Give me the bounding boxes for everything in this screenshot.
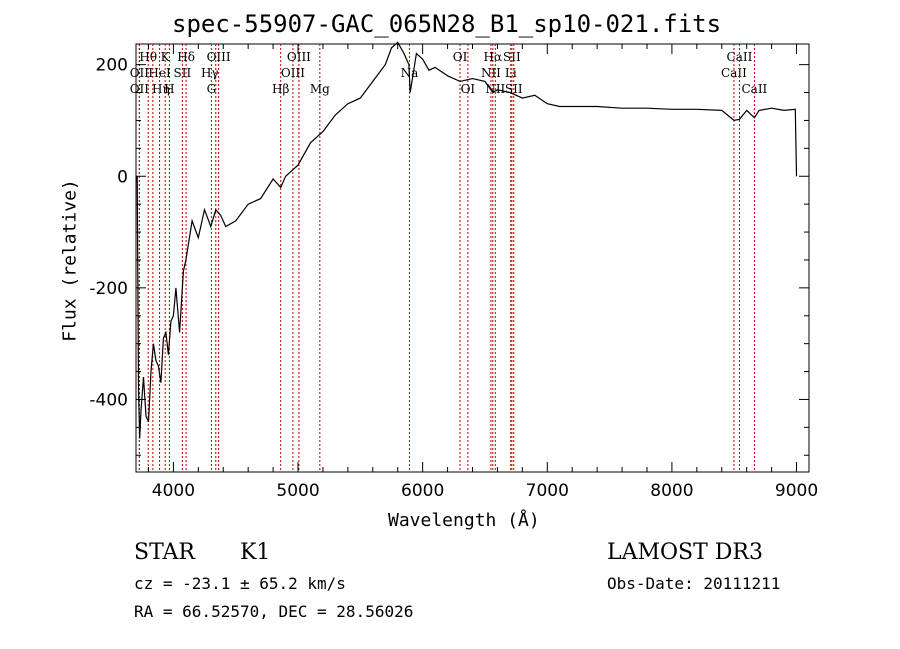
x-tick-label-1: 5000: [276, 481, 319, 501]
line-label-9: G: [207, 82, 217, 96]
line-label-2: OII: [130, 66, 150, 80]
survey-label: LAMOST DR3: [607, 540, 763, 565]
x-tick-label-0: 4000: [152, 481, 195, 501]
y-tick-label-1: -200: [89, 279, 128, 299]
line-label-23: SII: [503, 50, 521, 64]
line-label-20: Hα: [484, 50, 503, 64]
plot-area: OIIHθOIIHηHeIKHSIIHδGHγOIIIHβOIIIOIIIMgN…: [89, 41, 818, 501]
line-label-10: Hγ: [201, 66, 219, 80]
line-label-15: Mg: [310, 82, 330, 96]
object-class: STAR: [134, 540, 195, 565]
line-label-5: K: [161, 50, 171, 64]
coordinates-text: RA = 66.52570, DEC = 28.56026: [134, 602, 414, 621]
line-label-12: Hβ: [272, 82, 289, 96]
redshift-text: cz = -23.1 ± 65.2 km/s: [134, 574, 346, 593]
plot-frame: [135, 43, 810, 473]
line-label-8: Hδ: [177, 50, 195, 64]
chart-title: spec-55907-GAC_065N28_B1_sp10-021.fits: [172, 10, 722, 38]
line-label-18: OI: [461, 82, 476, 96]
object-subclass: K1: [240, 540, 271, 565]
line-label-1: Hθ: [139, 50, 157, 64]
x-axis-label: Wavelength (Å): [388, 510, 540, 531]
line-label-22: Li: [505, 66, 517, 80]
line-label-11: OIII: [207, 50, 231, 64]
line-label-14: OIII: [287, 50, 311, 64]
obs-date-text: Obs-Date: 20111211: [607, 574, 781, 593]
x-tick-label-2: 6000: [401, 481, 444, 501]
series-line-0: [135, 41, 798, 439]
y-tick-label-2: 0: [117, 167, 128, 187]
line-label-6: H: [164, 82, 174, 96]
x-tick-label-5: 9000: [775, 481, 818, 501]
line-label-27: CaII: [741, 82, 767, 96]
line-label-19: NII: [481, 66, 501, 80]
y-tick-label-3: 200: [96, 56, 128, 76]
y-axis-label: Flux (relative): [59, 179, 81, 342]
line-label-7: SII: [174, 66, 192, 80]
line-label-25: CaII: [721, 66, 747, 80]
y-tick-label-0: -400: [89, 390, 128, 410]
x-tick-label-3: 7000: [526, 481, 569, 501]
line-label-21: NII: [485, 82, 505, 96]
line-label-26: CaII: [727, 50, 753, 64]
x-tick-label-4: 8000: [650, 481, 693, 501]
line-label-4: HeI: [148, 66, 171, 80]
line-label-13: OIII: [281, 66, 305, 80]
line-label-17: OI: [453, 50, 468, 64]
